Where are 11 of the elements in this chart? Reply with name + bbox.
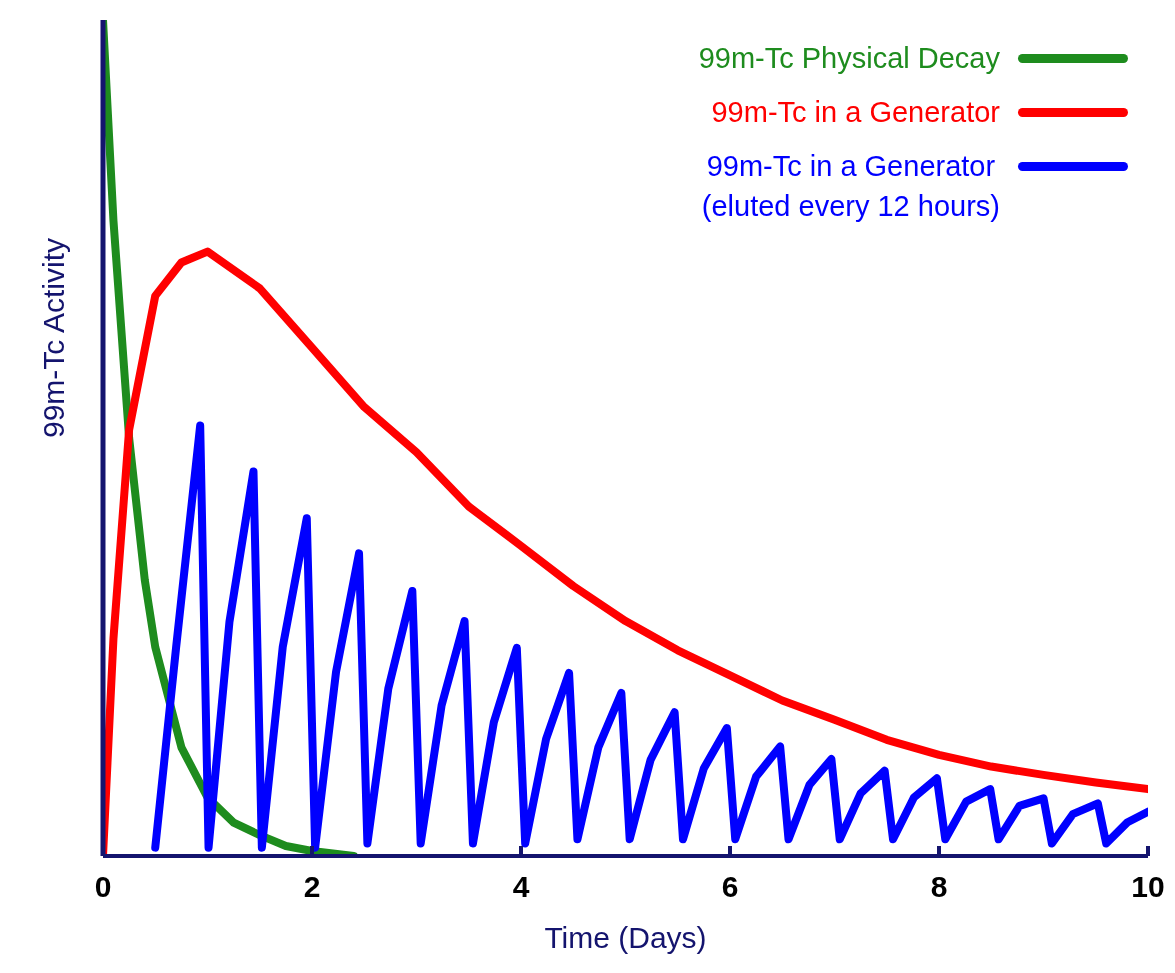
y-axis-title: 99m-Tc Activity [36, 237, 70, 438]
x-tick-label: 10 [1131, 870, 1165, 904]
legend-label: 99m-Tc in a Generator (eluted every 12 hours) [701, 149, 1000, 224]
legend-label: 99m-Tc in a Generator [711, 95, 1000, 130]
x-tick-label: 2 [303, 870, 321, 904]
x-axis-title: Time (Days) [544, 921, 707, 954]
x-tick-label: 8 [930, 870, 948, 904]
x-tick-label: 0 [94, 870, 112, 904]
x-tick-label: 6 [721, 870, 739, 904]
legend-label: 99m-Tc Physical Decay [698, 41, 1000, 76]
x-tick-label: 4 [512, 870, 530, 904]
